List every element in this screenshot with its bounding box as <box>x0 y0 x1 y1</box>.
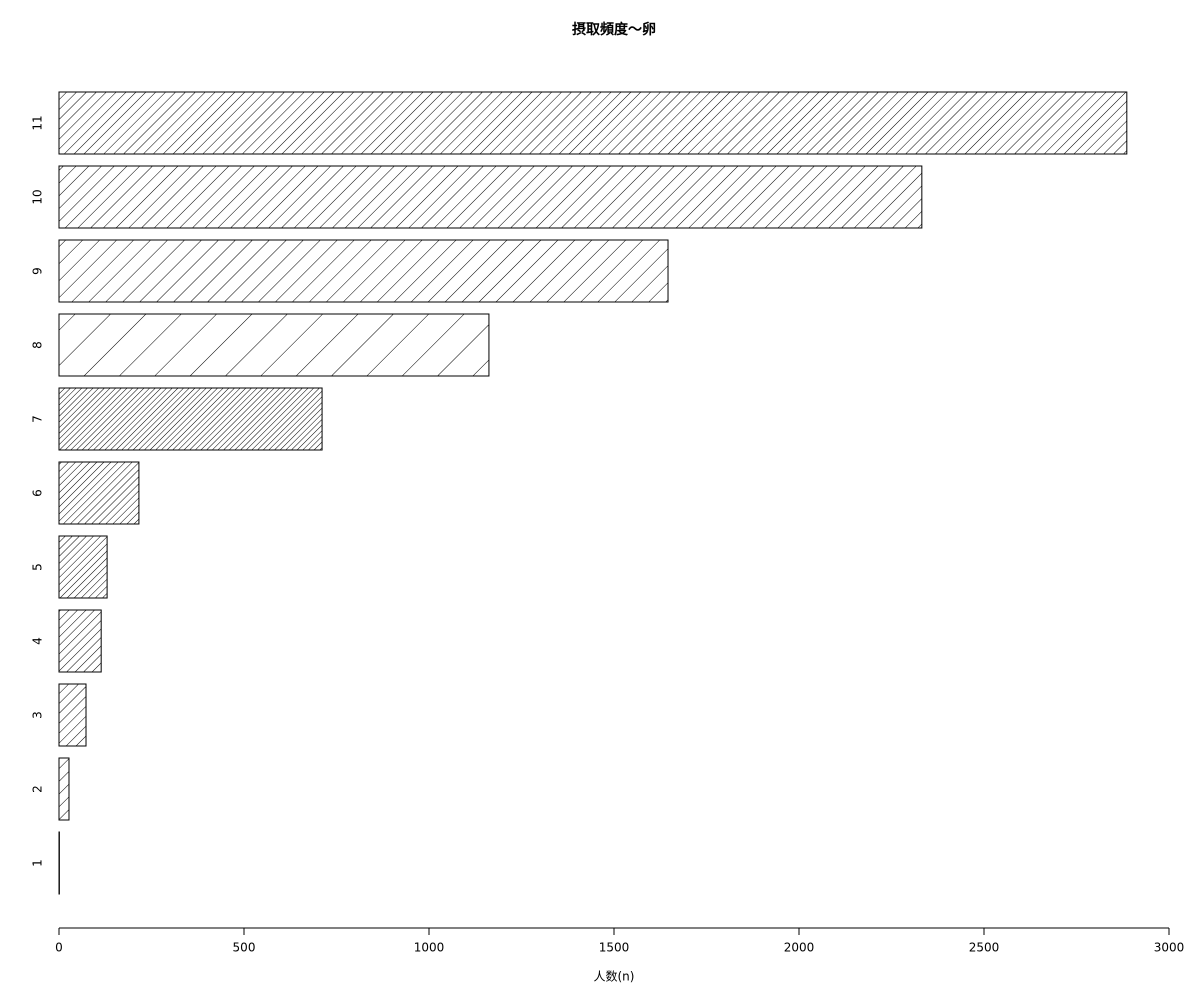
y-tick-label: 6 <box>31 489 45 497</box>
chart-title: 摂取頻度〜卵 <box>572 21 656 38</box>
bar <box>58 757 70 821</box>
bar <box>58 165 923 229</box>
bar <box>58 387 323 451</box>
x-tick-label: 1500 <box>599 941 630 955</box>
y-tick-label: 5 <box>31 563 45 571</box>
x-tick-label: 1000 <box>414 941 445 955</box>
bar <box>58 461 140 525</box>
bar <box>58 91 1128 155</box>
y-tick-label: 7 <box>31 415 45 423</box>
y-tick-label: 8 <box>31 341 45 349</box>
x-tick-label: 2500 <box>969 941 1000 955</box>
x-tick-label: 2000 <box>784 941 815 955</box>
bar <box>58 683 87 747</box>
y-tick-label: 3 <box>31 711 45 719</box>
y-tick-label: 10 <box>31 189 45 204</box>
y-tick-label: 2 <box>31 785 45 793</box>
x-axis-label: 人数(n) <box>594 969 635 984</box>
y-tick-label: 1 <box>31 859 45 867</box>
bar <box>58 313 490 377</box>
y-tick-label: 11 <box>31 115 45 130</box>
bar <box>58 239 669 303</box>
x-tick-label: 500 <box>233 941 256 955</box>
y-tick-label: 4 <box>31 637 45 645</box>
x-tick-label: 0 <box>55 941 63 955</box>
x-tick-label: 3000 <box>1154 941 1185 955</box>
bar <box>58 535 108 599</box>
bar <box>58 609 102 673</box>
y-tick-label: 9 <box>31 267 45 275</box>
